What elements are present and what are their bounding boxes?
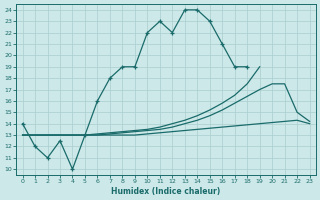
X-axis label: Humidex (Indice chaleur): Humidex (Indice chaleur) [111,187,221,196]
